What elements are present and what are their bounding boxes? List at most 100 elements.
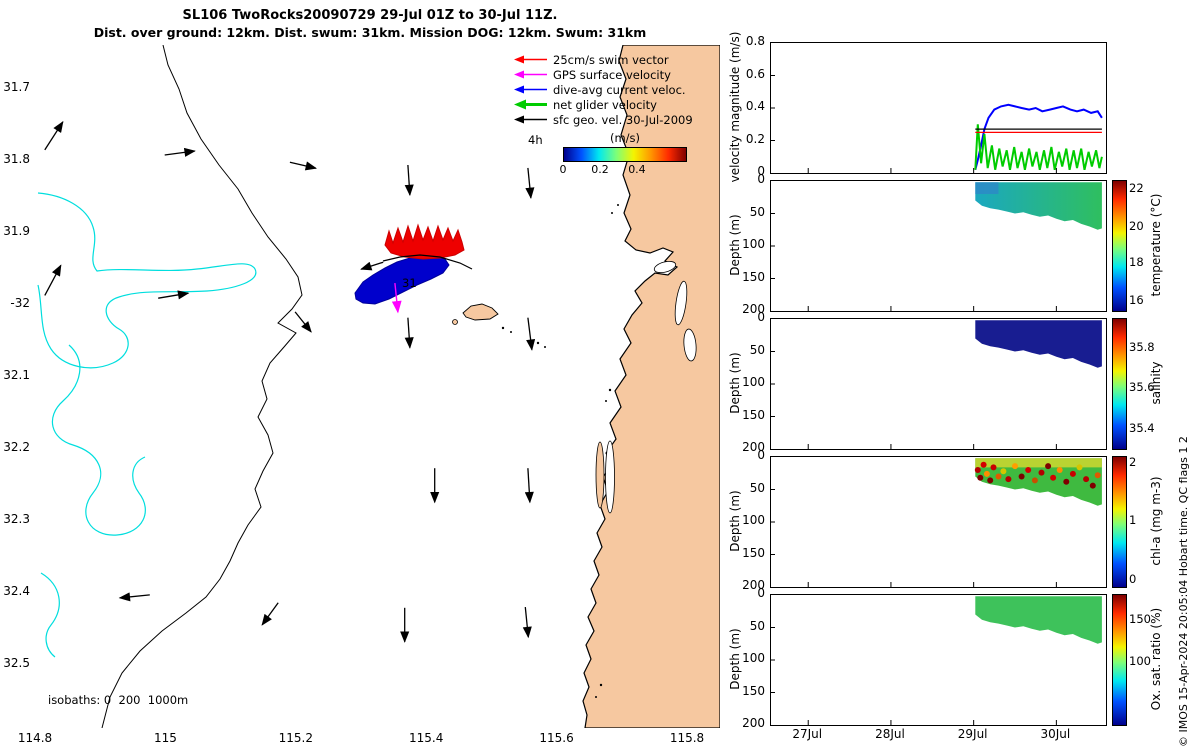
- coastal-inlet: [674, 280, 688, 326]
- chl-dot: [1076, 464, 1083, 471]
- gps-surface-velocity-arrow: [391, 283, 402, 314]
- isobaths-label: isobaths: 0 200 1000m: [48, 693, 189, 707]
- chl-dot: [987, 477, 994, 484]
- salinity-panel: [770, 318, 1107, 450]
- depth-ylabel: Depth (m): [728, 628, 742, 690]
- isobath-1000m: [40, 572, 60, 658]
- salinity-colorbar-label: salinity: [1149, 361, 1163, 405]
- colorbar-tick-label: 35.4: [1129, 420, 1155, 435]
- series-dive-avg-current-veloc-: [974, 103, 1103, 171]
- map-xtick-label: 115.2: [278, 731, 313, 745]
- legend-label: net glider velocity: [553, 97, 657, 112]
- chl-dot: [980, 461, 987, 468]
- time-xtick-label: 28Jul: [875, 727, 905, 741]
- geo-velocity-arrow: [526, 317, 536, 351]
- chl-dot: [1083, 476, 1090, 483]
- chl-dot: [1038, 469, 1045, 476]
- depth-ylabel: Depth (m): [728, 214, 742, 276]
- isobath-200m: [101, 45, 303, 728]
- chl-dot: [990, 464, 997, 471]
- coastal-inlet: [653, 260, 677, 274]
- map-ytick-label: -32: [10, 296, 30, 310]
- oxygen-panel: [770, 594, 1107, 726]
- swim-vector-arrow-icon: [514, 55, 547, 64]
- map-ytick-label: 32.3: [3, 512, 30, 526]
- map-xtick-label: 114.8: [17, 731, 53, 745]
- chl-dot: [1063, 478, 1070, 485]
- chl-dot: [1025, 467, 1032, 473]
- map-xtick-label: 115.4: [409, 731, 444, 745]
- map-xtick-label: 115.8: [669, 731, 705, 745]
- geo-velocity-arrow: [44, 264, 62, 296]
- map-subtitle: Dist. over ground: 12km. Dist. swum: 31k…: [93, 25, 647, 40]
- velocity-ylabel: velocity magnitude (m/s): [728, 31, 742, 183]
- map-ytick-label: 32.4: [3, 584, 30, 598]
- map-plot: [37, 45, 720, 728]
- geo-velocity-arrow: [404, 164, 414, 197]
- temperature-section-data: [975, 182, 1102, 230]
- depth-ytick-label: 200: [742, 578, 765, 592]
- chl-dot: [1050, 474, 1057, 481]
- land-polygon: [582, 45, 720, 728]
- coastal-inlet: [683, 328, 697, 362]
- geo-velocity-arrow: [522, 607, 532, 639]
- geo-velocity-arrow: [360, 261, 384, 271]
- chl-dot: [1000, 468, 1007, 475]
- barrier-island: [595, 441, 605, 509]
- map-vector-layer: [44, 120, 536, 643]
- legend-row-sfc-geo-velocity: sfc geo. vel. 30-Jul-2009: [513, 112, 713, 127]
- chl-dot: [974, 467, 981, 473]
- map-legend: 25cm/s swim vector GPS surface velocity …: [513, 52, 713, 127]
- isobath-1000m: [37, 192, 257, 369]
- depth-ytick-label: 0: [757, 448, 765, 462]
- velocity-panel: [770, 42, 1107, 174]
- map-velocity-colorbar: [563, 147, 687, 162]
- legend-label: 25cm/s swim vector: [553, 52, 669, 67]
- legend-duration-label: 4h: [528, 133, 543, 147]
- salinity-section-plot: [771, 320, 1102, 449]
- legend-label: dive-avg current veloc.: [553, 82, 686, 97]
- waypoint-label: 31: [402, 276, 417, 290]
- legend-label: sfc geo. vel. 30-Jul-2009: [553, 112, 693, 127]
- colorbar-tick-label: 0: [1129, 571, 1137, 586]
- chl-dot: [1031, 477, 1038, 484]
- legend-row-dive-avg-current: dive-avg current veloc.: [513, 82, 713, 97]
- salinity-colorbar: [1112, 318, 1127, 450]
- oxygen-section-data: [975, 596, 1102, 644]
- map-colorbar-units-label: (m/s): [609, 131, 641, 145]
- geo-velocity-arrow: [118, 592, 150, 602]
- chl-dot: [995, 473, 1002, 480]
- depth-ytick-label: 200: [742, 716, 765, 730]
- rock-dots: [501, 204, 619, 698]
- map-ytick-label: 31.9: [3, 224, 30, 238]
- geo-velocity-arrow: [524, 468, 534, 504]
- dive-avg-current-cluster: [354, 255, 450, 305]
- chl-dot: [1018, 473, 1025, 480]
- geo-velocity-arrow: [44, 120, 64, 151]
- chl-dot: [1056, 467, 1063, 473]
- map-ytick-label: 32.2: [3, 440, 30, 454]
- map-ytick-label: 32.1: [3, 368, 30, 382]
- time-xtick-label: 30Jul: [1040, 727, 1071, 741]
- chl-dot: [1045, 463, 1052, 470]
- temperature-colorbar: [1112, 180, 1127, 312]
- map-ytick-label: 32.5: [3, 656, 30, 670]
- oxygen-colorbar-label: Ox. sat. ratio (%): [1149, 607, 1163, 711]
- swim-vector-cluster: [384, 223, 465, 260]
- map-title: SL106 TwoRocks20090729 29-Jul 01Z to 30-…: [182, 8, 558, 23]
- velocity-plot: [771, 75, 1103, 173]
- geo-velocity-arrow: [261, 602, 279, 626]
- chla-colorbar-label: chl-a (mg m-3): [1149, 476, 1163, 566]
- legend-label: GPS surface velocity: [553, 67, 671, 82]
- depth-ytick-label: 200: [742, 302, 765, 316]
- chla-colorbar: [1112, 456, 1127, 588]
- legend-row-net-glider-velocity: net glider velocity: [513, 97, 713, 112]
- colorbar-tick-label: 2: [1129, 454, 1137, 469]
- offshore-island: [462, 303, 499, 321]
- map-ytick-label: 31.8: [3, 152, 30, 166]
- temperature-surface-patch: [975, 182, 999, 194]
- legend-row-gps-velocity: GPS surface velocity: [513, 67, 713, 82]
- temperature-section-plot: [771, 182, 1102, 311]
- chla-panel: [770, 456, 1107, 588]
- geo-velocity-arrow: [289, 161, 318, 171]
